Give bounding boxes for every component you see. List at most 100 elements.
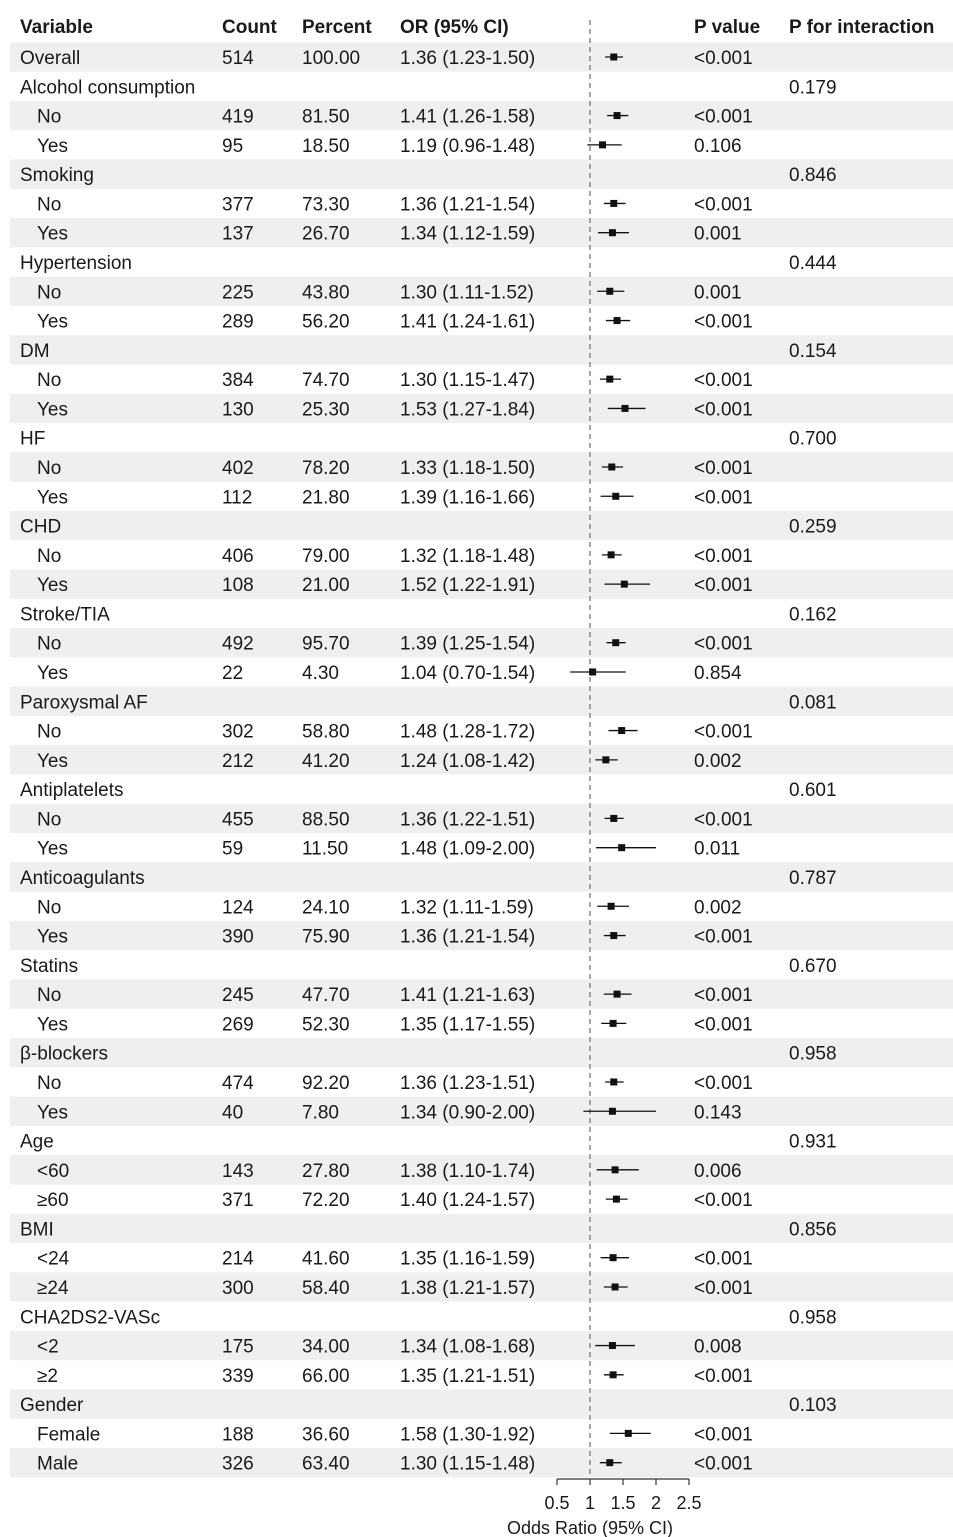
- or-point: [612, 492, 620, 500]
- or-point: [618, 727, 626, 735]
- count-cell: 40: [222, 1102, 243, 1123]
- row-label: Stroke/TIA: [20, 604, 110, 625]
- p-value-cell: <0.001: [694, 1249, 753, 1270]
- percent-cell: 27.80: [302, 1161, 350, 1182]
- row-stripe: [10, 979, 953, 1009]
- p-value-cell: <0.001: [694, 1366, 753, 1387]
- x-tick-label: 0.5: [544, 1493, 569, 1513]
- or-point: [610, 932, 618, 940]
- p-value-cell: <0.001: [694, 1073, 753, 1094]
- p-value-cell: 0.143: [694, 1102, 742, 1123]
- row-label: Age: [20, 1132, 54, 1153]
- count-cell: 384: [222, 370, 254, 391]
- row-label: Yes: [37, 839, 68, 860]
- x-tick-label: 2: [651, 1493, 661, 1513]
- count-cell: 326: [222, 1454, 254, 1475]
- row-stripe: [10, 276, 953, 306]
- or-point: [612, 639, 620, 647]
- percent-cell: 72.20: [302, 1190, 350, 1211]
- p-value-cell: <0.001: [694, 927, 753, 948]
- count-cell: 514: [222, 48, 254, 69]
- or-point: [618, 844, 626, 852]
- x-axis-title: Odds Ratio (95% CI): [507, 1518, 673, 1537]
- or-ci-cell: 1.34 (0.90-2.00): [400, 1102, 535, 1123]
- row-label: No: [37, 458, 61, 479]
- or-point: [611, 1283, 619, 1291]
- row-label: Overall: [20, 48, 80, 69]
- or-point: [621, 404, 629, 412]
- row-label: CHD: [20, 517, 61, 538]
- or-ci-cell: 1.35 (1.21-1.51): [400, 1366, 535, 1387]
- p-value-cell: <0.001: [694, 194, 753, 215]
- percent-cell: 18.50: [302, 136, 350, 157]
- count-cell: 175: [222, 1337, 254, 1358]
- row-stripe: [10, 452, 953, 482]
- or-point: [613, 112, 621, 120]
- count-cell: 143: [222, 1161, 254, 1182]
- count-cell: 300: [222, 1278, 254, 1299]
- row-label: ≥2: [37, 1366, 58, 1387]
- row-stripe: [10, 1213, 953, 1244]
- percent-cell: 88.50: [302, 809, 350, 830]
- count-cell: 455: [222, 809, 254, 830]
- percent-cell: 75.90: [302, 927, 350, 948]
- count-cell: 289: [222, 312, 254, 333]
- p-value-cell: <0.001: [694, 1424, 753, 1445]
- percent-cell: 26.70: [302, 224, 350, 245]
- row-label: No: [37, 809, 61, 830]
- row-label: No: [37, 722, 61, 743]
- p-value-cell: <0.001: [694, 546, 753, 567]
- row-label: Yes: [37, 663, 68, 684]
- row-label: ≥60: [37, 1190, 69, 1211]
- row-stripe: [10, 686, 953, 716]
- count-cell: 371: [222, 1190, 254, 1211]
- row-label: Hypertension: [20, 253, 132, 274]
- row-stripe: [10, 1096, 953, 1126]
- p-interaction-cell: 0.601: [789, 780, 837, 801]
- or-point: [620, 580, 628, 588]
- row-stripes: [10, 42, 953, 1478]
- percent-cell: 11.50: [302, 839, 348, 860]
- or-ci-cell: 1.30 (1.11-1.52): [400, 282, 534, 303]
- count-cell: 124: [222, 897, 254, 918]
- row-label: ≥24: [37, 1278, 69, 1299]
- count-cell: 377: [222, 194, 254, 215]
- or-ci-cell: 1.38 (1.10-1.74): [400, 1161, 535, 1182]
- or-ci-cell: 1.34 (1.08-1.68): [400, 1337, 535, 1358]
- p-interaction-cell: 0.444: [789, 253, 837, 274]
- or-ci-cell: 1.30 (1.15-1.48): [400, 1454, 535, 1475]
- row-label: Yes: [37, 224, 68, 245]
- or-point: [609, 1371, 617, 1379]
- count-cell: 474: [222, 1073, 254, 1094]
- row-stripe: [10, 920, 953, 951]
- percent-cell: 4.30: [302, 663, 339, 684]
- or-ci-cell: 1.34 (1.12-1.59): [400, 224, 535, 245]
- count-cell: 390: [222, 927, 254, 948]
- p-interaction-cell: 0.931: [789, 1132, 837, 1153]
- or-ci-cell: 1.36 (1.22-1.51): [400, 809, 535, 830]
- or-ci-cell: 1.32 (1.18-1.48): [400, 546, 535, 567]
- row-label: No: [37, 634, 61, 655]
- p-value-cell: 0.106: [694, 136, 742, 157]
- row-stripe: [10, 1330, 953, 1361]
- row-stripe: [10, 745, 953, 775]
- count-cell: 137: [222, 224, 254, 245]
- row-label: No: [37, 370, 61, 391]
- percent-cell: 92.20: [302, 1073, 350, 1094]
- p-value-cell: 0.011: [694, 839, 740, 860]
- or-point: [612, 1195, 620, 1203]
- percent-cell: 73.30: [302, 194, 350, 215]
- or-ci-cell: 1.36 (1.21-1.54): [400, 194, 535, 215]
- count-cell: 406: [222, 546, 254, 567]
- p-value-cell: <0.001: [694, 458, 753, 479]
- row-stripe: [10, 862, 953, 892]
- p-interaction-cell: 0.154: [789, 341, 837, 362]
- percent-cell: 58.80: [302, 722, 350, 743]
- percent-cell: 41.20: [302, 751, 350, 772]
- or-ci-cell: 1.38 (1.21-1.57): [400, 1278, 535, 1299]
- or-point: [602, 756, 610, 764]
- row-label: Yes: [37, 487, 68, 508]
- count-cell: 402: [222, 458, 254, 479]
- or-ci-cell: 1.53 (1.27-1.84): [400, 399, 535, 420]
- p-value-cell: <0.001: [694, 722, 753, 743]
